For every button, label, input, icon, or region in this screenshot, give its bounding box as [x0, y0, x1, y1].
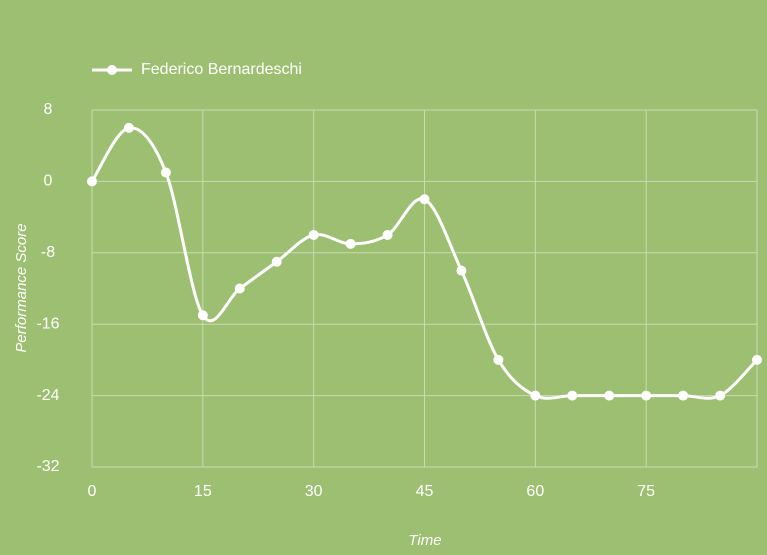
x-tick-label: 60	[526, 483, 544, 500]
data-point	[752, 354, 762, 365]
data-point	[678, 390, 689, 401]
legend-label: Federico Bernardeschi	[141, 61, 302, 78]
data-point	[234, 283, 245, 294]
data-point	[493, 354, 504, 365]
data-point	[308, 229, 319, 240]
data-point	[382, 229, 393, 240]
data-point	[271, 256, 282, 267]
x-tick-label: 75	[637, 483, 655, 500]
data-point	[419, 194, 430, 205]
data-point	[604, 390, 615, 401]
data-point	[345, 238, 356, 249]
data-point	[641, 390, 652, 401]
data-point	[456, 265, 467, 276]
data-point	[567, 390, 578, 401]
x-tick-label: 0	[88, 483, 97, 500]
y-tick-label: -8	[41, 244, 55, 261]
y-tick-label: 8	[44, 101, 53, 118]
data-point	[123, 122, 134, 133]
data-point	[197, 310, 208, 321]
x-axis-title: Time	[408, 532, 441, 549]
x-tick-label: 30	[305, 483, 323, 500]
data-point	[160, 167, 171, 178]
y-tick-label: -24	[36, 387, 59, 404]
legend-marker	[107, 65, 117, 75]
data-point	[530, 390, 541, 401]
y-tick-label: 0	[44, 173, 53, 190]
series-line	[90, 126, 759, 400]
data-point	[715, 390, 726, 401]
y-axis-title: Performance Score	[13, 223, 30, 352]
data-point	[87, 176, 97, 187]
x-tick-label: 15	[194, 483, 212, 500]
y-tick-label: -16	[36, 315, 59, 332]
x-tick-label: 45	[416, 483, 434, 500]
y-tick-label: -32	[36, 458, 59, 475]
